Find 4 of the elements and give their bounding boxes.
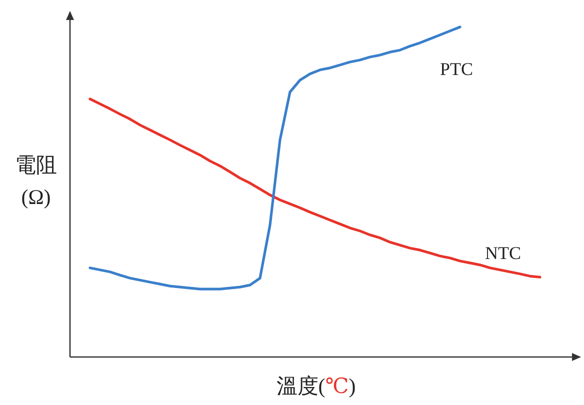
series-label: PTC — [440, 59, 474, 79]
y-axis-title: 電阻(Ω) — [15, 153, 57, 209]
x-axis-title: 溫度(℃) — [276, 374, 356, 398]
series-label: NTC — [485, 243, 521, 264]
